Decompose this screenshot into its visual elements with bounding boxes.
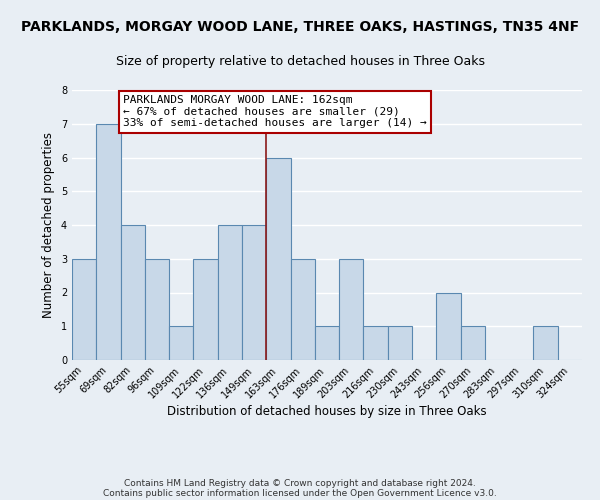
Text: Contains public sector information licensed under the Open Government Licence v3: Contains public sector information licen…: [103, 488, 497, 498]
Bar: [461, 326, 485, 360]
Bar: [121, 225, 145, 360]
Bar: [193, 259, 218, 360]
Bar: [242, 225, 266, 360]
Bar: [339, 259, 364, 360]
X-axis label: Distribution of detached houses by size in Three Oaks: Distribution of detached houses by size …: [167, 406, 487, 418]
Bar: [290, 259, 315, 360]
Bar: [364, 326, 388, 360]
Text: Contains HM Land Registry data © Crown copyright and database right 2024.: Contains HM Land Registry data © Crown c…: [124, 478, 476, 488]
Bar: [315, 326, 339, 360]
Bar: [266, 158, 290, 360]
Bar: [436, 292, 461, 360]
Bar: [218, 225, 242, 360]
Bar: [388, 326, 412, 360]
Bar: [72, 259, 96, 360]
Text: Size of property relative to detached houses in Three Oaks: Size of property relative to detached ho…: [115, 55, 485, 68]
Bar: [169, 326, 193, 360]
Bar: [145, 259, 169, 360]
Text: PARKLANDS, MORGAY WOOD LANE, THREE OAKS, HASTINGS, TN35 4NF: PARKLANDS, MORGAY WOOD LANE, THREE OAKS,…: [21, 20, 579, 34]
Y-axis label: Number of detached properties: Number of detached properties: [43, 132, 55, 318]
Bar: [533, 326, 558, 360]
Text: PARKLANDS MORGAY WOOD LANE: 162sqm
← 67% of detached houses are smaller (29)
33%: PARKLANDS MORGAY WOOD LANE: 162sqm ← 67%…: [123, 95, 427, 128]
Bar: [96, 124, 121, 360]
